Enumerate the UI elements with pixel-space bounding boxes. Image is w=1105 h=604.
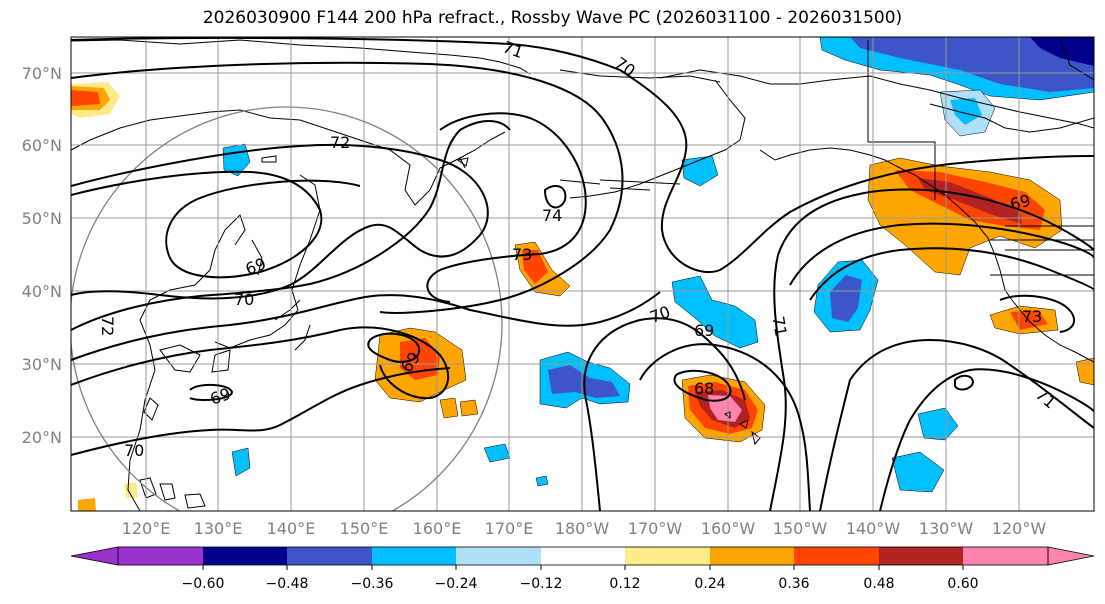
coastlines bbox=[71, 39, 1094, 511]
contour-label: 71 bbox=[768, 315, 790, 338]
lon-label: 170°E bbox=[485, 519, 534, 538]
latitude-labels: 70°N 60°N 50°N 40°N 30°N 20°N bbox=[22, 64, 62, 447]
colorbar-tick: 0.24 bbox=[694, 576, 725, 592]
lat-label: 60°N bbox=[22, 136, 62, 155]
colorbar-tick: −0.24 bbox=[435, 576, 478, 592]
lon-label: 140°W bbox=[846, 519, 901, 538]
colorbar-tick: 0.60 bbox=[947, 576, 978, 592]
contour-label: 74 bbox=[542, 206, 562, 225]
lat-label: 30°N bbox=[22, 355, 62, 374]
reference-circle bbox=[71, 106, 503, 511]
gridlines bbox=[71, 37, 1094, 511]
lon-label: 150°E bbox=[340, 519, 389, 538]
colorbar-tick: 0.36 bbox=[778, 576, 809, 592]
colorbar: −0.60 −0.48 −0.36 −0.24 −0.12 0.12 0.24 … bbox=[70, 546, 1095, 592]
colorbar-tick: −0.60 bbox=[182, 576, 225, 592]
colorbar-tick: 0.12 bbox=[609, 576, 640, 592]
positive-anomaly-areas bbox=[71, 82, 1094, 511]
contour-label: 70 bbox=[124, 441, 144, 460]
lon-label: 160°E bbox=[413, 519, 462, 538]
contour-label: 70 bbox=[647, 302, 673, 327]
contour-label: 68 bbox=[694, 379, 714, 398]
refractivity-contours bbox=[71, 37, 1094, 511]
lon-label: 180°W bbox=[555, 519, 610, 538]
contour-label: 72 bbox=[98, 316, 117, 336]
lat-label: 70°N bbox=[22, 64, 62, 83]
lon-label: 130°W bbox=[919, 519, 974, 538]
lon-label: 140°E bbox=[267, 519, 316, 538]
colorbar-tick: −0.12 bbox=[520, 576, 563, 592]
map-frame bbox=[70, 36, 1095, 512]
contour-label: 69 bbox=[694, 321, 714, 340]
lon-label: 150°W bbox=[773, 519, 828, 538]
map-title: 2026030900 F144 200 hPa refract., Rossby… bbox=[202, 8, 903, 28]
lon-label: 120°W bbox=[992, 519, 1047, 538]
lon-label: 120°E bbox=[122, 519, 171, 538]
contour-label: 70 bbox=[234, 290, 254, 309]
lat-label: 50°N bbox=[22, 209, 62, 228]
lat-label: 40°N bbox=[22, 282, 62, 301]
lon-label: 130°E bbox=[194, 519, 243, 538]
contour-label: 73 bbox=[1022, 307, 1042, 326]
longitude-labels: 120°E 130°E 140°E 150°E 160°E 170°E 180°… bbox=[122, 519, 1047, 538]
lon-label: 170°W bbox=[628, 519, 683, 538]
map-area: 71 70 72 74 73 69 70 72 69 69 70 70 69 6… bbox=[71, 37, 1094, 511]
contour-label: 71 bbox=[500, 37, 526, 62]
lon-label: 160°W bbox=[701, 519, 756, 538]
colorbar-tick: −0.48 bbox=[266, 576, 309, 592]
contour-label: 69 bbox=[1008, 191, 1033, 215]
colorbar-tick: 0.48 bbox=[863, 576, 894, 592]
contour-label: 73 bbox=[512, 245, 532, 264]
lat-label: 20°N bbox=[22, 428, 62, 447]
colorbar-tick: −0.36 bbox=[351, 576, 394, 592]
contour-label: 72 bbox=[330, 133, 350, 152]
